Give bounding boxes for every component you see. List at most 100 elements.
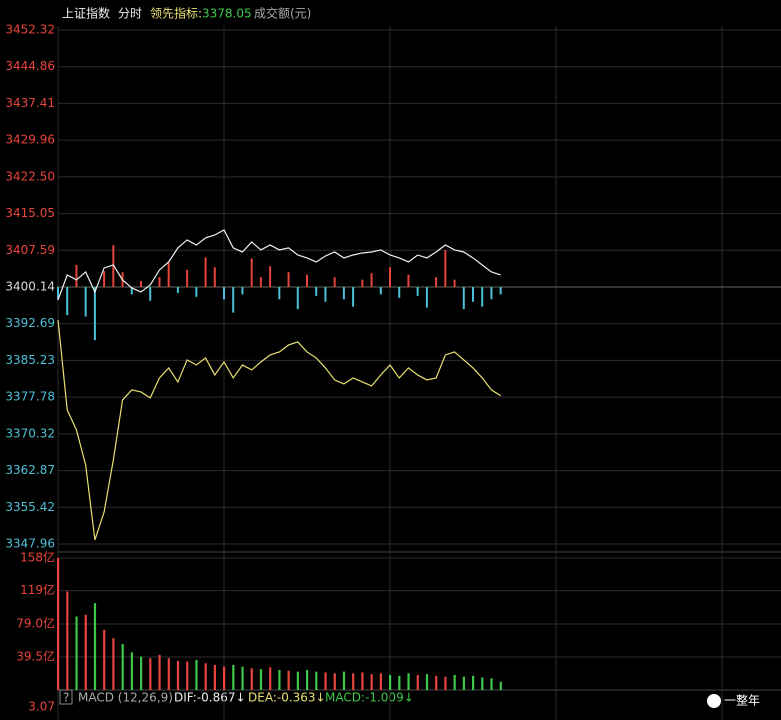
watermark-icon <box>707 694 721 708</box>
breadth-bar <box>149 287 152 301</box>
price-line <box>57 229 501 301</box>
volume-bar <box>66 591 69 690</box>
volume-bar <box>398 675 401 690</box>
breadth-bar <box>472 287 474 302</box>
breadth-bar <box>352 287 355 307</box>
breadth-bar <box>287 272 290 287</box>
volume-bar <box>103 629 106 690</box>
breadth-bar <box>186 269 189 287</box>
indicator-label: 领先指标: <box>150 6 202 21</box>
dif: DIF:-0.867↓ <box>174 691 246 705</box>
breadth-bar <box>103 271 106 287</box>
breadth-bar <box>213 267 216 287</box>
y-tick-label: 3370.32 <box>5 426 55 440</box>
breadth-bar <box>223 287 225 300</box>
volume-bar <box>93 603 97 690</box>
breadth-bar <box>481 287 484 307</box>
volume-bar <box>75 616 78 690</box>
y-tick-label: 3392.69 <box>5 316 55 330</box>
volume-bar <box>306 669 309 690</box>
breadth-bar <box>333 277 336 287</box>
breadth-bar <box>84 287 87 317</box>
help[interactable]: ? <box>63 691 69 705</box>
breadth-bar <box>204 257 207 287</box>
y-tick-label: 3385.23 <box>5 353 55 367</box>
volume-bar <box>425 674 429 690</box>
y-tick-label: 79.0亿 <box>16 616 55 631</box>
volume-bar <box>287 670 290 690</box>
breadth-bar <box>158 277 161 287</box>
volume-bar <box>324 672 327 690</box>
volume-bar <box>186 661 189 690</box>
volume-bar <box>389 674 392 690</box>
volume-bar <box>232 664 235 690</box>
volume-bar <box>84 614 87 690</box>
y-tick-label: 119亿 <box>20 582 55 597</box>
breadth-bar <box>259 277 262 287</box>
breadth-bar <box>342 287 345 300</box>
volume-bar <box>379 673 382 690</box>
breadth-bar <box>499 287 502 295</box>
volume-bar <box>370 674 373 690</box>
breadth-bar <box>195 287 198 297</box>
macd-tick: 3.07 <box>28 700 55 714</box>
breadth-bar <box>444 250 447 287</box>
breadth-bar <box>435 277 438 287</box>
volume-bar <box>112 638 115 690</box>
volume-bar <box>481 677 484 690</box>
help-box[interactable] <box>59 689 73 705</box>
breadth-bar <box>66 287 69 316</box>
indicator-value: 3378.05 <box>202 7 252 21</box>
y-tick-label: 3437.41 <box>5 96 55 110</box>
volume-bar <box>444 676 447 690</box>
y-tick-label: 3377.78 <box>5 390 55 404</box>
volume-bar <box>269 667 272 690</box>
volume-bar <box>176 660 180 690</box>
volume-bar <box>416 674 419 690</box>
y-tick-label: 158亿 <box>20 550 55 565</box>
volume-bar <box>57 558 60 690</box>
breadth-bar <box>130 287 133 295</box>
y-tick-label: 3400.14 <box>5 280 55 294</box>
volume-bar <box>462 676 465 690</box>
y-tick-label: 3347.96 <box>5 537 55 551</box>
y-tick-label: 3355.42 <box>5 500 55 514</box>
breadth-bar <box>278 287 281 300</box>
breadth-bar <box>453 279 456 287</box>
volume-bar <box>361 672 364 690</box>
breadth-bar <box>370 273 373 287</box>
breadth-bar <box>315 287 318 296</box>
macd-name: MACD (12,26,9) <box>78 691 173 705</box>
macd-value: MACD:-1.009↓ <box>325 691 414 705</box>
volume-label: 成交额(元) <box>254 6 311 21</box>
breadth-bar <box>379 287 382 295</box>
breadth-bar <box>389 267 391 287</box>
breadth-bar <box>57 287 59 300</box>
breadth-bar <box>416 287 419 296</box>
y-tick-label: 3452.32 <box>5 23 55 37</box>
breadth-bar <box>232 287 235 313</box>
volume-bar <box>490 678 493 690</box>
volume-bar <box>259 669 263 690</box>
y-tick-label: 39.5亿 <box>16 649 55 664</box>
volume-bar <box>499 681 502 690</box>
volume-bar <box>315 671 318 690</box>
volume-bar <box>158 654 161 690</box>
watermark: 一整年 <box>724 693 760 708</box>
volume-bar <box>223 666 226 690</box>
volume-bar <box>435 675 438 690</box>
price-line <box>57 319 501 541</box>
y-tick-label: 3429.96 <box>5 133 55 147</box>
volume-bar <box>241 666 244 690</box>
breadth-bar <box>490 287 493 300</box>
y-tick-label: 3422.50 <box>5 169 55 183</box>
volume-bar <box>407 673 410 690</box>
volume-bar <box>342 671 346 690</box>
y-tick-label: 3444.86 <box>5 59 55 73</box>
volume-bar <box>204 663 207 690</box>
y-tick-label: 3415.05 <box>5 206 55 220</box>
volume-bar <box>149 658 152 690</box>
y-tick-label: 3362.87 <box>5 463 55 477</box>
